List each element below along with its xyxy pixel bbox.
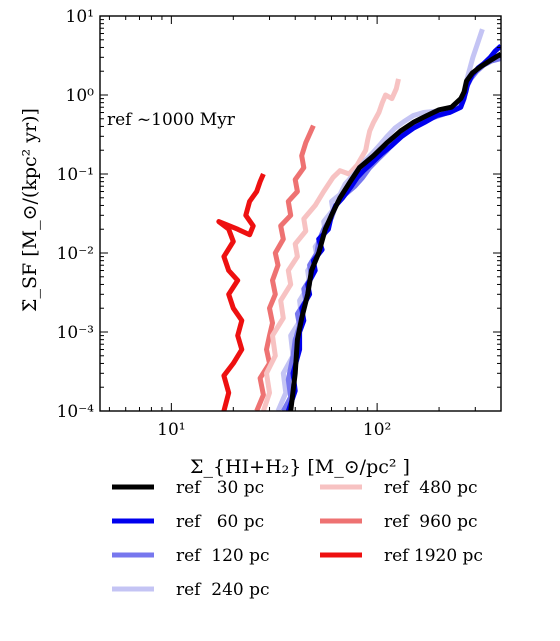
series-line-ref-30-pc xyxy=(288,51,501,411)
plot-lines xyxy=(216,28,501,411)
y-tick-label: 10⁻⁴ xyxy=(57,402,95,422)
x-axis-label: Σ_{HI+H₂} [M_⊙/pc² ] xyxy=(190,456,410,478)
y-tick-label: 10⁻¹ xyxy=(57,165,94,185)
y-tick-label: 10⁰ xyxy=(66,86,95,106)
y-tick-label: 10⁻³ xyxy=(57,323,94,343)
series-line-ref-1920-pc xyxy=(216,173,266,411)
axis-tick-labels: 10¹ 10² 10⁻⁴ 10⁻³ 10⁻² 10⁻¹ 10⁰ 10¹ xyxy=(57,7,392,440)
series-line-ref-120-pc xyxy=(281,56,501,411)
legend: ref 30 pc ref 60 pc ref 120 pc ref 240 pc re… xyxy=(112,478,483,600)
x-tick-label: 10¹ xyxy=(157,420,185,440)
legend-label: ref 120 pc xyxy=(176,546,270,566)
legend-label: ref 480 pc xyxy=(384,478,478,498)
y-tick-label: 10¹ xyxy=(66,7,94,27)
legend-label: ref 240 pc xyxy=(176,580,270,600)
series-line-ref-60-pc xyxy=(285,43,501,411)
series-line-ref-240-pc xyxy=(275,28,485,411)
plot-frame xyxy=(99,15,502,412)
axis-ticks xyxy=(100,15,502,412)
legend-label: ref 60 pc xyxy=(176,512,264,532)
legend-label: ref 960 pc xyxy=(384,512,478,532)
series-line-ref-960-pc xyxy=(254,124,316,411)
legend-label: ref 1920 pc xyxy=(384,546,483,566)
legend-label: ref 30 pc xyxy=(176,478,264,498)
annotation-label: ref ~1000 Myr xyxy=(107,110,236,130)
y-axis-label: Σ̇_SF [M_⊙/(kpc² yr)] xyxy=(19,108,41,312)
x-tick-label: 10² xyxy=(363,420,391,440)
y-tick-label: 10⁻² xyxy=(57,244,94,264)
series-line-ref-480-pc xyxy=(261,78,401,411)
